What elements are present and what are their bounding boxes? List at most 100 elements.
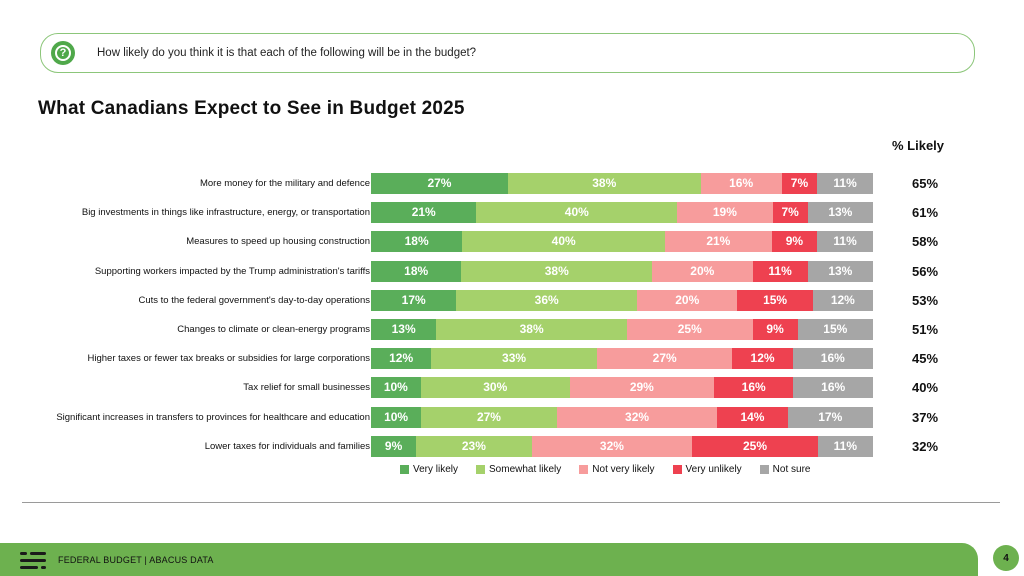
legend-swatch (579, 464, 589, 474)
bar-segment: 27% (596, 348, 733, 370)
bar-segment: 12% (732, 348, 793, 370)
bar-segment: 9% (752, 319, 798, 340)
bar-segment: 14% (717, 406, 788, 428)
bar-segment: 25% (692, 435, 818, 457)
chart-row: Lower taxes for individuals and families… (0, 435, 1024, 457)
bar-segment: 16% (793, 377, 873, 399)
category-label: Cuts to the federal government's day-to-… (138, 294, 370, 306)
bar-segment: 17% (371, 289, 457, 311)
bar-segment: 7% (772, 202, 808, 224)
pct-likely-header: % Likely (892, 138, 945, 153)
category-label: Changes to climate or clean-energy progr… (177, 324, 370, 335)
divider (22, 502, 1000, 503)
stacked-bar: 10% 30% 29% 16% 16% (371, 377, 873, 399)
pct-likely-value: 65% (912, 176, 939, 191)
category-label: Measures to speed up housing constructio… (186, 236, 370, 248)
bar-segment: 16% (713, 377, 794, 399)
legend-item: Not sure (759, 463, 811, 475)
bar-segment: 11% (817, 173, 873, 194)
legend-item: Somewhat likely (476, 464, 561, 475)
bar-segment: 11% (752, 260, 808, 282)
footer-text: FEDERAL BUDGET | ABACUS DATA (58, 554, 214, 565)
bar-segment: 16% (792, 348, 873, 370)
bar-segment: 11% (817, 435, 873, 457)
category-label: Higher taxes or fewer tax breaks or subs… (87, 353, 371, 365)
bar-segment: 9% (371, 435, 417, 457)
pct-likely-value: 37% (912, 409, 939, 425)
bar-segment: 13% (807, 260, 873, 282)
bar-segment: 19% (677, 202, 773, 224)
pct-likely-value: 56% (912, 263, 939, 279)
legend-swatch (759, 464, 769, 474)
chart-row: Changes to climate or clean-energy progr… (0, 319, 1024, 340)
bar-segment: 23% (416, 435, 532, 457)
bar-segment: 17% (787, 406, 873, 428)
bar-segment: 12% (812, 289, 873, 311)
bar-segment: 38% (507, 173, 701, 194)
legend-label: Not very likely (592, 463, 655, 475)
category-label: More money for the military and defence (199, 178, 370, 189)
legend-item: Very unlikely (672, 463, 742, 475)
chart-row: Higher taxes or fewer tax breaks or subs… (0, 348, 1024, 370)
bar-segment: 38% (461, 260, 653, 282)
stacked-bar: 18% 38% 20% 11% 13% (371, 260, 873, 282)
bar-segment: 20% (637, 289, 738, 311)
bar-segment: 10% (371, 377, 421, 399)
stacked-bar: 17% 36% 20% 15% 12% (371, 289, 873, 311)
page-number: 4 (993, 545, 1019, 571)
pct-likely-value: 58% (912, 234, 939, 250)
bar-segment: 7% (781, 173, 818, 194)
legend-label: Very likely (413, 463, 459, 475)
chart-row: Tax relief for small businesses 10% 30% 29%… (0, 377, 1024, 399)
chart-row: More money for the military and defence 2… (0, 173, 1024, 194)
legend-swatch (400, 464, 409, 474)
bar-segment: 20% (652, 260, 753, 282)
bar-segment: 15% (797, 319, 873, 340)
bar-segment: 13% (807, 202, 873, 224)
pct-likely-value: 45% (912, 351, 939, 367)
legend-item: Not very likely (579, 463, 655, 475)
bar-segment: 29% (569, 377, 714, 399)
stacked-bar: 9% 23% 32% 25% 11% (371, 435, 873, 457)
category-label: Big investments in things like infrastru… (81, 207, 370, 219)
bar-segment: 21% (371, 202, 477, 224)
bar-segment: 27% (371, 173, 508, 194)
stacked-bar: 21% 40% 19% 7% 13% (371, 202, 873, 224)
legend-label: Very unlikely (685, 463, 742, 475)
stacked-bar: 18% 40% 21% 9% 11% (371, 231, 873, 253)
category-label: Significant increases in transfers to pr… (56, 411, 370, 423)
bar-segment: 10% (371, 406, 422, 428)
category-label: Lower taxes for individuals and families (204, 440, 370, 452)
pct-likely-value: 61% (912, 205, 939, 221)
chart-legend: Very likely Somewhat likely Not very likel… (400, 462, 810, 476)
bar-segment: 11% (817, 231, 873, 253)
legend-swatch (476, 464, 486, 474)
bar-segment: 15% (737, 289, 813, 311)
bar-segment: 32% (531, 435, 693, 457)
stacked-bar: 12% 33% 27% 12% 16% (371, 348, 873, 370)
bar-segment: 12% (371, 348, 432, 370)
bar-segment: 18% (371, 260, 462, 282)
stacked-bar: 13% 38% 25% 9% 15% (371, 319, 873, 340)
bar-segment: 13% (371, 319, 437, 340)
bar-segment: 16% (700, 173, 782, 194)
pct-likely-value: 40% (912, 380, 939, 396)
legend-label: Not sure (772, 463, 811, 475)
bar-segment: 21% (665, 231, 772, 253)
chart-row: Big investments in things like infrastru… (0, 202, 1024, 224)
bar-segment: 25% (627, 319, 753, 340)
category-label: Tax relief for small businesses (243, 382, 370, 394)
chart-title: What Canadians Expect to See in Budget 2… (38, 98, 465, 119)
chart-row: Supporting workers impacted by the Trump… (0, 260, 1024, 282)
legend-item: Very likely (400, 464, 458, 475)
pct-likely-value: 53% (912, 292, 939, 308)
legend-swatch (672, 464, 682, 474)
bar-segment: 18% (371, 231, 463, 253)
stacked-bar: 10% 27% 32% 14% 17% (371, 406, 873, 428)
bar-segment: 38% (436, 319, 627, 340)
pct-likely-value: 32% (912, 438, 939, 454)
bar-segment: 27% (421, 406, 557, 428)
bar-segment: 9% (771, 231, 818, 253)
pct-likely-value: 51% (912, 322, 939, 337)
bar-segment: 33% (431, 348, 597, 370)
